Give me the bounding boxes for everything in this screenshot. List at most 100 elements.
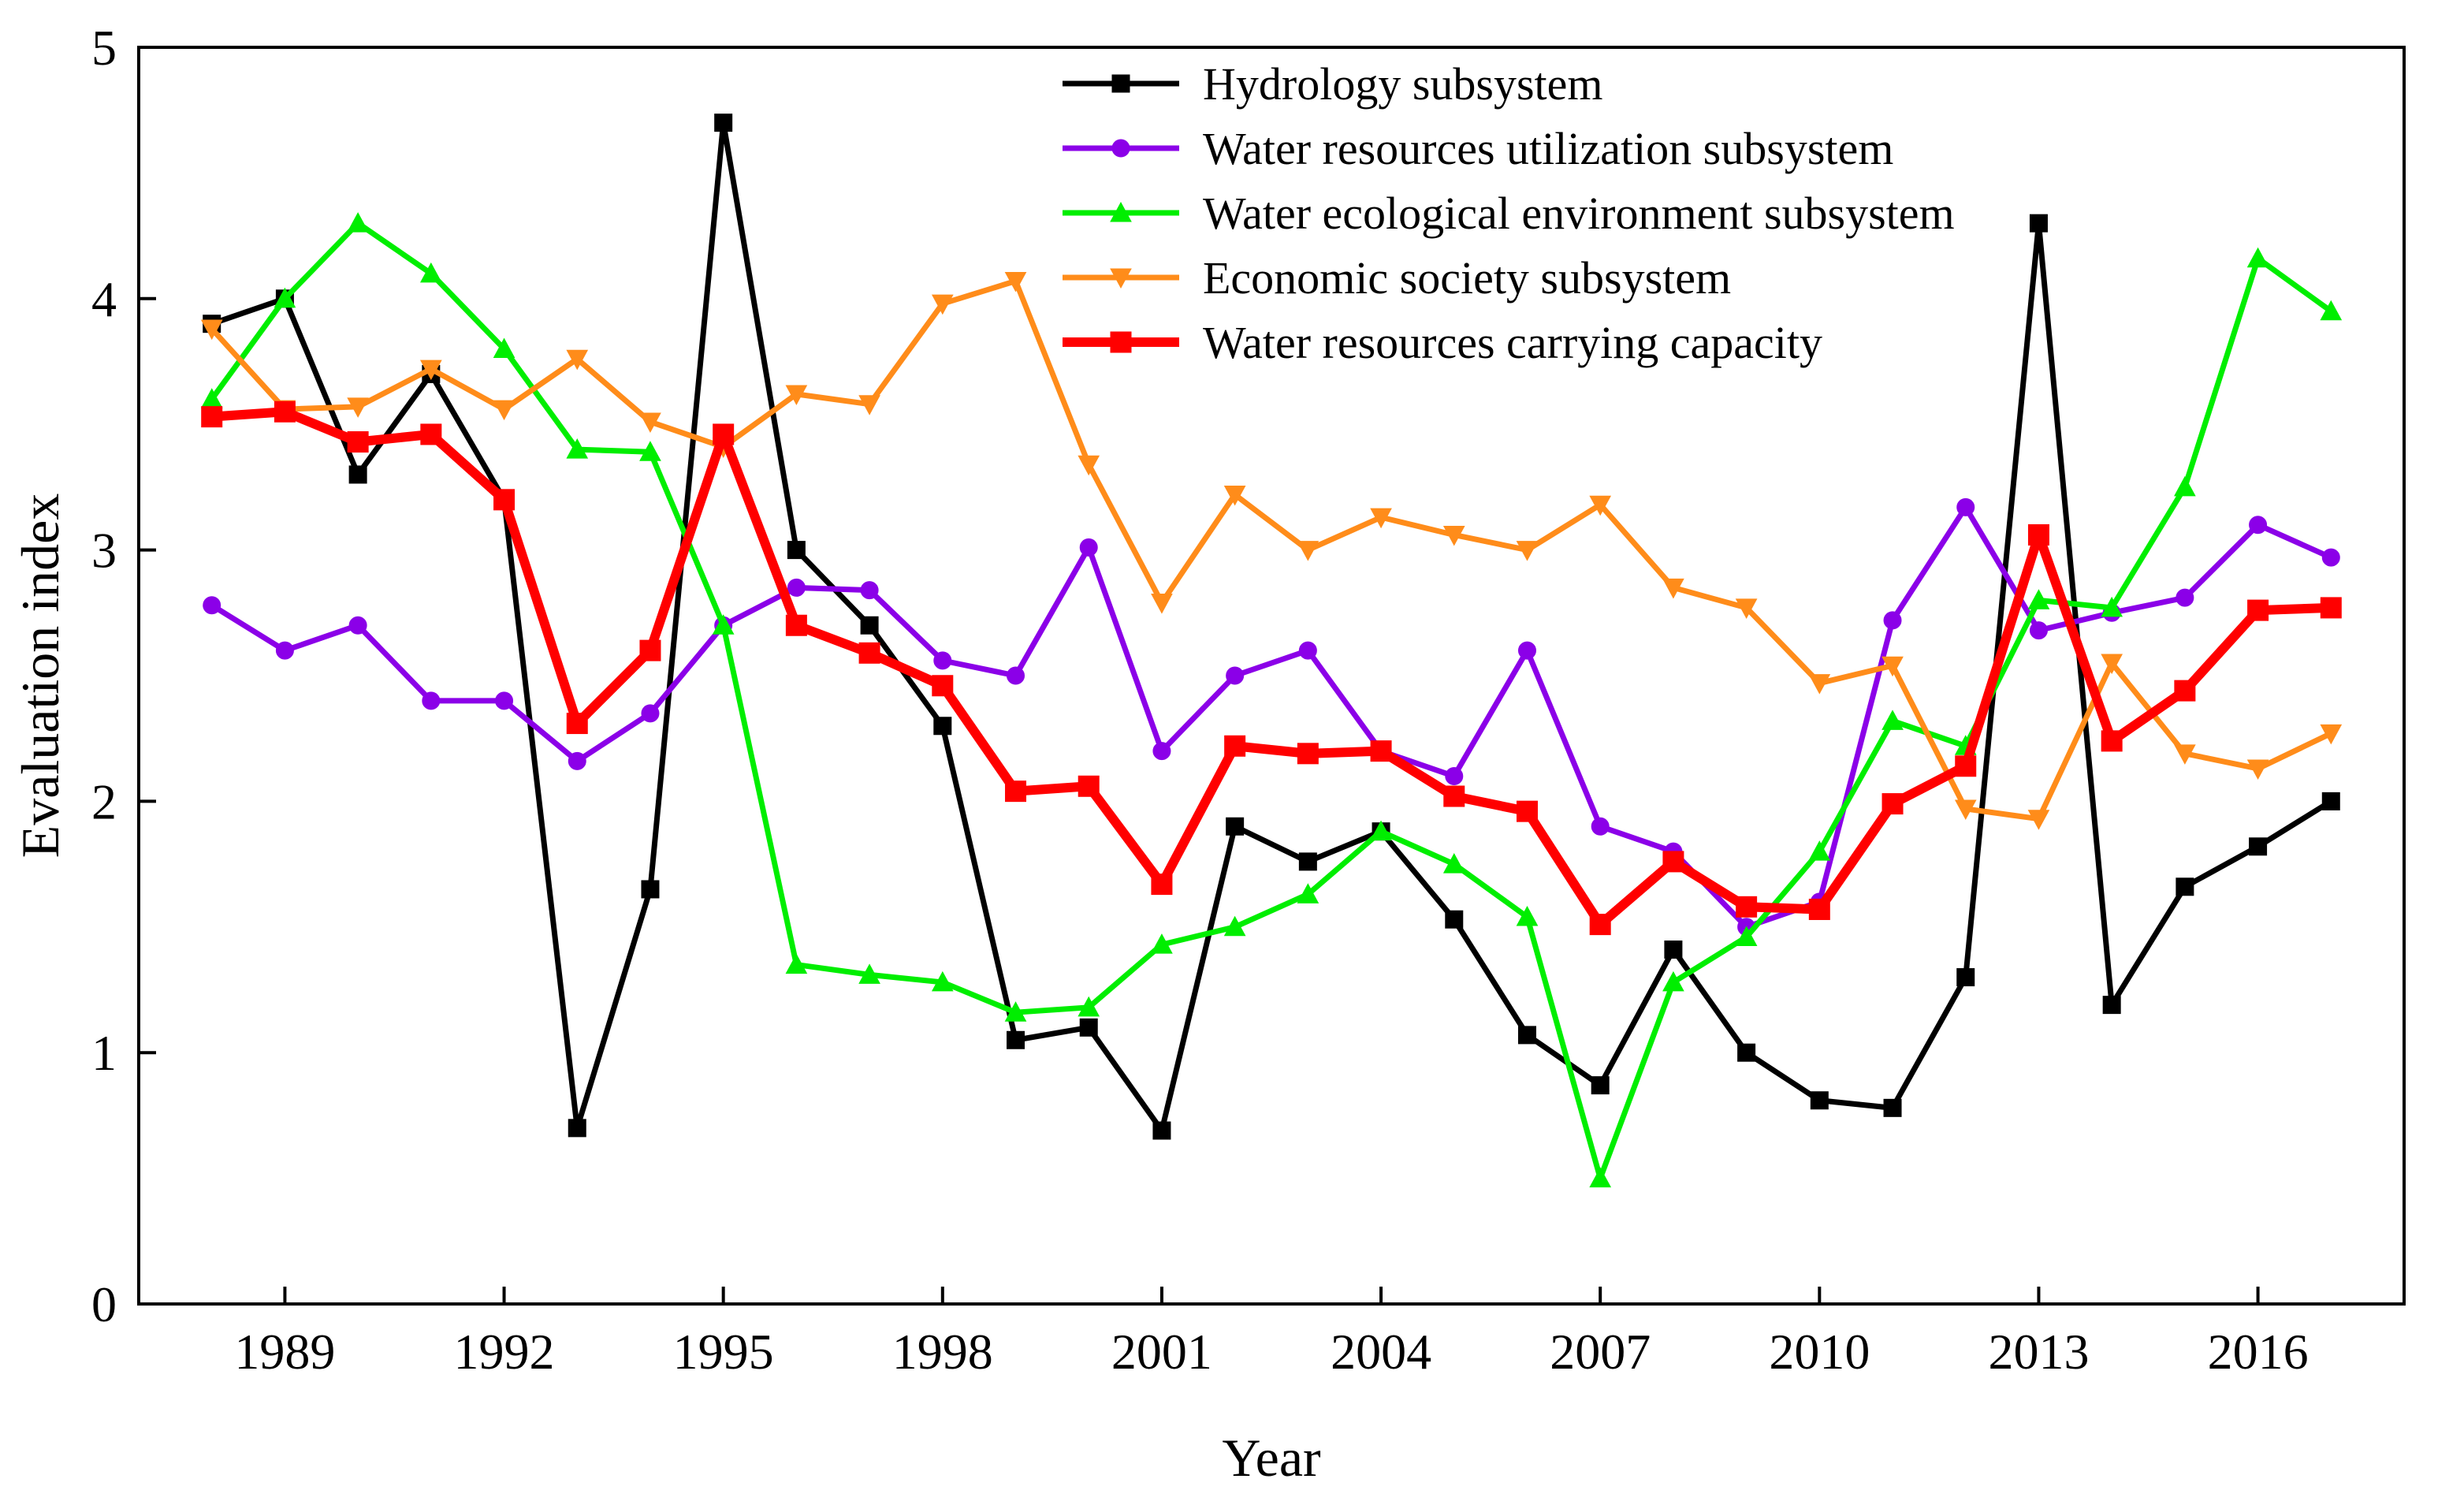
data-point [347, 431, 369, 453]
data-point [2176, 588, 2194, 607]
data-point [2027, 523, 2049, 546]
data-point [420, 423, 442, 445]
x-tick-label: 1995 [673, 1324, 774, 1380]
data-point [203, 596, 221, 615]
y-tick-label: 1 [91, 1025, 117, 1081]
data-point [1954, 799, 1977, 821]
data-point [1079, 1018, 1098, 1037]
legend-item: Economic society subsystem [1063, 252, 1731, 304]
data-point [1370, 508, 1392, 529]
data-point [1442, 525, 1465, 546]
data-point [1664, 940, 1683, 959]
data-point [1956, 497, 1975, 516]
data-point [1151, 933, 1173, 954]
data-point [422, 691, 441, 710]
data-point [1297, 743, 1319, 765]
data-point [568, 1119, 586, 1138]
data-point [2320, 597, 2342, 619]
legend-item: Water resources utilization subsystem [1063, 123, 1893, 174]
series-layer [200, 114, 2343, 1188]
data-point [2027, 589, 2050, 609]
data-point [493, 337, 516, 359]
data-point [1662, 970, 1684, 992]
legend-label: Water resources utilization subsystem [1203, 123, 1893, 174]
data-point [1226, 666, 1245, 685]
data-point [1737, 1043, 1756, 1062]
data-point [858, 395, 880, 415]
data-point [1591, 1076, 1610, 1095]
series-water-resources-carrying-capacity [201, 400, 2342, 936]
data-point [1591, 817, 1610, 836]
series-line [210, 120, 2333, 1134]
data-point [1443, 785, 1465, 807]
data-point [274, 400, 296, 423]
legend-label: Economic society subsystem [1203, 252, 1731, 304]
data-point [2174, 744, 2196, 765]
data-point [1810, 1091, 1829, 1110]
data-point [2029, 621, 2048, 640]
data-point [568, 751, 586, 770]
data-point [1297, 883, 1319, 903]
data-point [1004, 271, 1027, 292]
data-point [1883, 1098, 1902, 1117]
data-point [1078, 455, 1100, 476]
data-point [1589, 495, 1612, 516]
data-point [2246, 759, 2269, 780]
data-point [201, 406, 223, 428]
data-point [1442, 853, 1465, 874]
data-point [1151, 594, 1173, 614]
data-point [493, 400, 516, 421]
data-point [1735, 926, 1758, 947]
plot-frame [137, 46, 2406, 1306]
data-point [1152, 742, 1171, 761]
data-point [641, 704, 660, 723]
legend-item: Hydrology subsystem [1063, 58, 1603, 110]
data-point [787, 578, 806, 597]
data-point [1078, 996, 1100, 1017]
data-point [347, 397, 369, 418]
data-point [1662, 578, 1684, 599]
y-tick-label: 2 [91, 773, 117, 829]
series-line [210, 504, 2332, 930]
data-point [1224, 735, 1246, 757]
data-point [1662, 851, 1684, 873]
legend-marker [1110, 331, 1132, 353]
data-point [1151, 874, 1173, 896]
series-line [210, 278, 2332, 822]
data-point [1078, 775, 1100, 797]
data-point [2321, 548, 2340, 567]
data-point [1881, 656, 1904, 677]
data-point [2101, 654, 2123, 675]
data-point [348, 465, 367, 484]
data-point [495, 691, 514, 710]
x-tick-label: 2010 [1769, 1324, 1870, 1380]
data-point [347, 212, 369, 233]
data-point [274, 287, 296, 308]
data-point [639, 412, 661, 434]
data-point [1955, 755, 1977, 777]
data-point [1223, 915, 1246, 937]
data-point [1004, 1001, 1027, 1022]
x-axis-title: Year [1222, 1428, 1321, 1488]
data-point [1881, 710, 1904, 730]
data-point [933, 651, 952, 670]
data-point [1007, 1030, 1025, 1049]
data-point [785, 953, 808, 974]
series-line [211, 407, 2332, 929]
data-point [200, 319, 223, 341]
legend-marker [1110, 201, 1132, 222]
data-point [1956, 968, 1975, 987]
x-tick-label: 2013 [1988, 1324, 2089, 1380]
data-point [348, 616, 367, 635]
data-point [493, 489, 516, 511]
data-point [1735, 598, 1758, 619]
data-point [419, 262, 442, 283]
data-point [1370, 740, 1392, 762]
data-point [2102, 996, 2121, 1015]
data-point [1808, 840, 1831, 861]
legend-label: Hydrology subsystem [1203, 58, 1603, 110]
x-tick-label: 1998 [892, 1324, 993, 1380]
data-point [419, 359, 442, 381]
data-point [714, 114, 733, 132]
